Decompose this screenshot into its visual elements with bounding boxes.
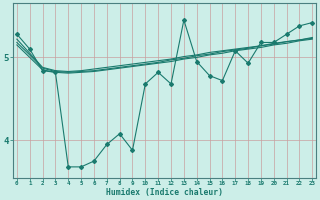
X-axis label: Humidex (Indice chaleur): Humidex (Indice chaleur)	[106, 188, 223, 197]
